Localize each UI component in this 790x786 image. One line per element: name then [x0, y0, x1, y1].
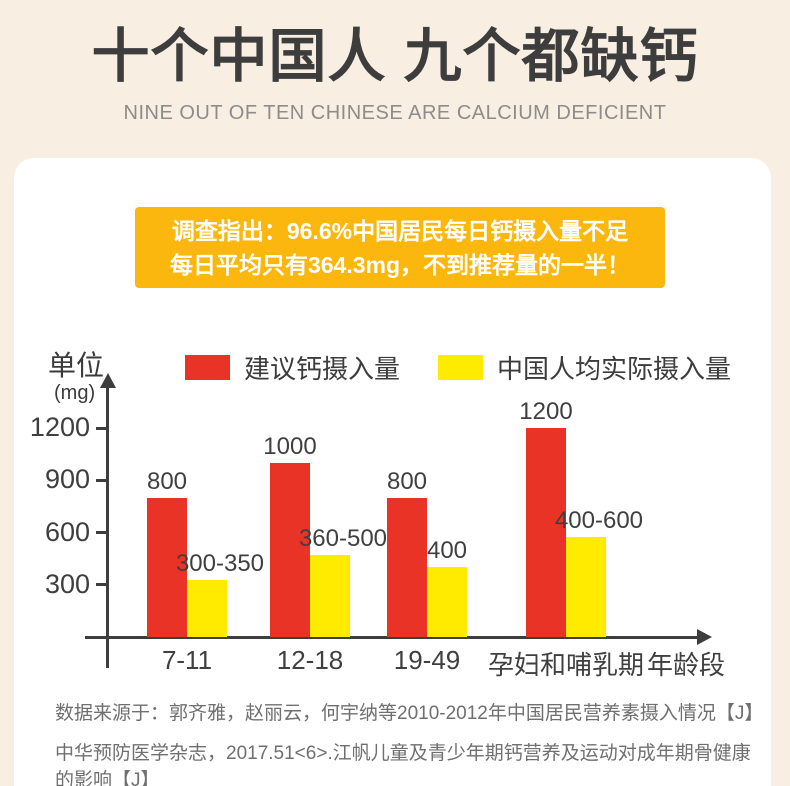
legend-entry: 建议钙摄入量 — [185, 349, 400, 386]
survey-banner: 调查指出：96.6%中国居民每日钙摄入量不足 每日平均只有364.3mg，不到推… — [135, 207, 665, 288]
banner-line-1: 调查指出：96.6%中国居民每日钙摄入量不足 — [171, 217, 629, 244]
y-tick-mark — [96, 583, 106, 587]
y-axis-arrow-icon — [100, 373, 116, 388]
legend-entry: 中国人均实际摄入量 — [438, 349, 731, 386]
y-axis-unit-label: 单位 — [48, 350, 105, 381]
bar-value-label: 360-500 — [298, 525, 388, 552]
bar-value-label: 800 — [146, 468, 188, 495]
x-category-label: 19-49 — [393, 645, 461, 675]
bar-value-label: 800 — [386, 468, 428, 495]
x-category-label: 7-11 — [161, 645, 213, 675]
page-subtitle: NINE OUT OF TEN CHINESE ARE CALCIUM DEFI… — [123, 102, 667, 124]
bar-recommended-intake — [526, 428, 566, 637]
y-tick-label: 300 — [44, 568, 90, 599]
bar-actual-intake — [427, 567, 467, 637]
source-citation-line-1: 数据来源于：郭齐雅，赵丽云，何宇纳等2010-2012年中国居民营养素摄入情况【… — [55, 703, 764, 724]
x-axis-arrow-icon — [697, 629, 712, 645]
legend-label: 建议钙摄入量 — [244, 354, 401, 384]
y-tick-mark — [96, 426, 106, 430]
header: 十个中国人 九个都缺钙 NINE OUT OF TEN CHINESE ARE … — [0, 0, 790, 125]
banner-line-2: 每日平均只有364.3mg，不到推荐量的一半！ — [169, 251, 631, 278]
bar-actual-intake — [566, 537, 606, 637]
legend-swatch-actual — [438, 355, 483, 380]
legend-label: 中国人均实际摄入量 — [497, 354, 732, 384]
bar-value-label: 400 — [426, 537, 468, 564]
bar-recommended-intake — [270, 463, 310, 637]
y-tick-mark — [96, 531, 106, 534]
bar-chart: 年龄段 300 600 900 1200 800 1000 800 1200 300-350 36… — [14, 158, 771, 786]
x-category-label: 孕妇和哺乳期 — [487, 650, 644, 680]
y-tick-label: 900 — [44, 464, 90, 495]
content-card: 调查指出：96.6%中国居民每日钙摄入量不足 每日平均只有364.3mg，不到推… — [14, 158, 771, 786]
page-title: 十个中国人 九个都缺钙 — [91, 24, 699, 89]
bar-value-label: 300-350 — [175, 550, 265, 577]
bar-recommended-intake — [387, 498, 427, 637]
bar-value-label: 1000 — [263, 433, 317, 460]
bar-actual-intake — [187, 580, 227, 637]
bar-value-label: 400-600 — [554, 507, 644, 534]
y-tick-label: 600 — [44, 516, 90, 547]
y-tick-label: 1200 — [29, 412, 90, 442]
legend-swatch-recommended — [185, 355, 230, 380]
bar-actual-intake — [310, 555, 350, 637]
y-tick-mark — [96, 478, 106, 482]
y-axis — [106, 388, 109, 668]
bar-value-label: 1200 — [519, 398, 573, 425]
x-category-label: 12-18 — [276, 645, 344, 675]
source-citation-line-2: 中华预防医学杂志，2017.51<6>.江帆儿童及青少年期钙营养及运动对成年期骨… — [55, 743, 751, 786]
x-axis-label: 年龄段 — [646, 650, 725, 680]
x-axis — [85, 636, 697, 639]
bar-recommended-intake — [147, 498, 187, 637]
y-axis-unit-sublabel: (mg) — [54, 382, 96, 404]
